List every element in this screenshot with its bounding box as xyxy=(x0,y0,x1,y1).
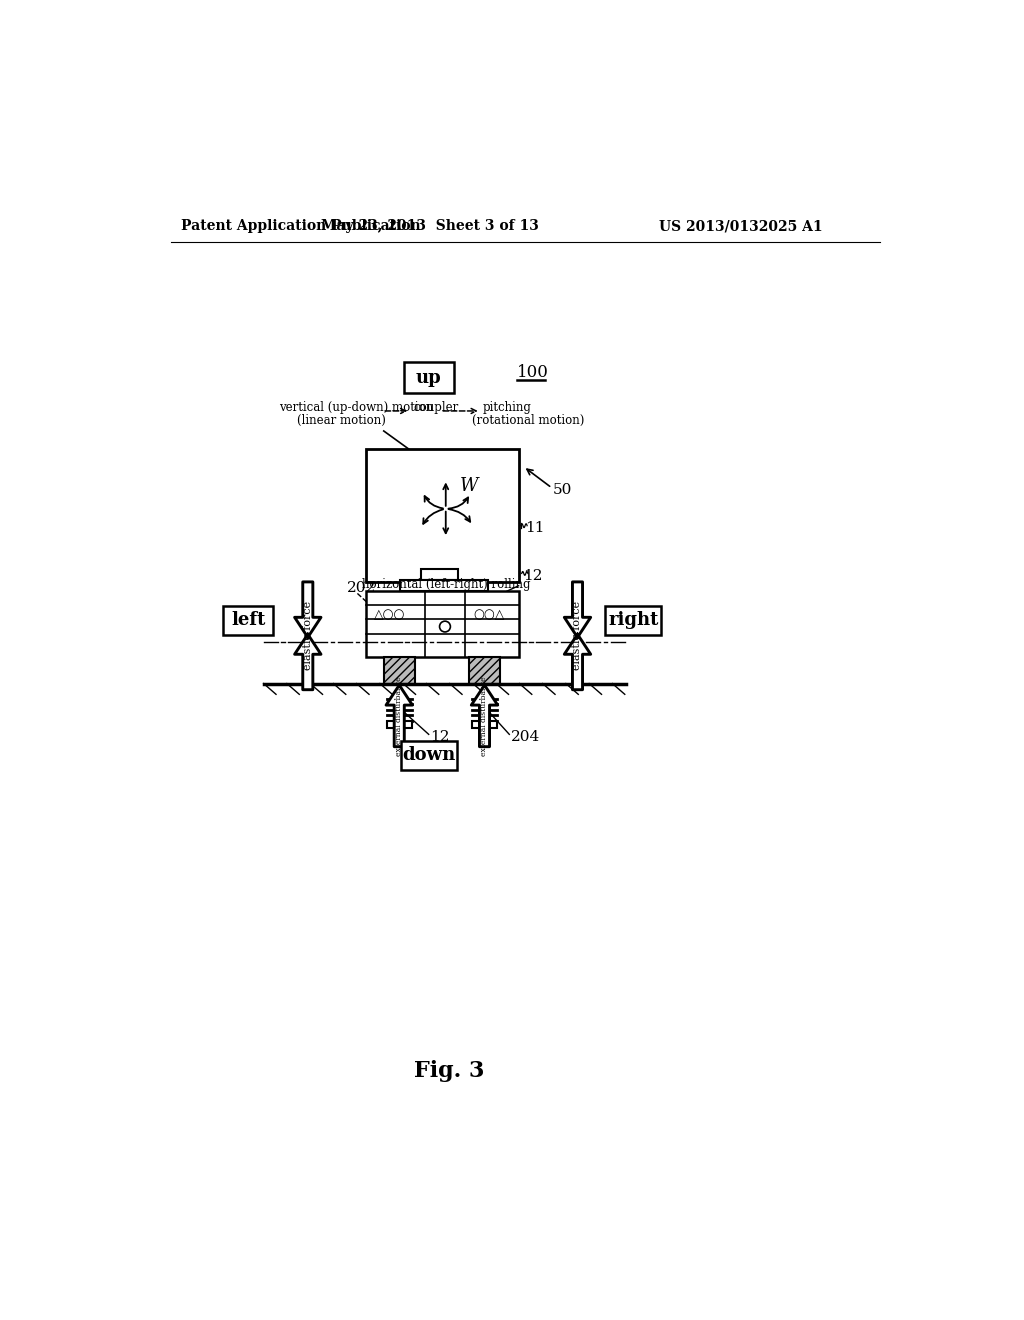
Text: elastic force: elastic force xyxy=(303,601,312,671)
Text: external disturbance: external disturbance xyxy=(480,676,488,755)
Text: ○○△: ○○△ xyxy=(473,607,504,620)
Text: pitching: pitching xyxy=(483,401,531,414)
Bar xyxy=(384,657,415,684)
Text: coupler: coupler xyxy=(414,401,459,414)
Text: elastic force: elastic force xyxy=(572,601,583,671)
FancyBboxPatch shape xyxy=(605,606,662,635)
Text: 100: 100 xyxy=(517,364,549,381)
Bar xyxy=(421,569,458,581)
FancyBboxPatch shape xyxy=(400,741,457,770)
Bar xyxy=(472,721,497,729)
Text: external disturbance: external disturbance xyxy=(395,676,403,755)
Text: Fig. 3: Fig. 3 xyxy=(415,1060,484,1082)
Text: up: up xyxy=(416,368,441,387)
Text: US 2013/0132025 A1: US 2013/0132025 A1 xyxy=(658,219,822,234)
Text: △○○: △○○ xyxy=(375,607,406,620)
FancyBboxPatch shape xyxy=(223,606,273,635)
Polygon shape xyxy=(471,685,498,747)
Bar xyxy=(366,591,518,657)
Text: (linear motion): (linear motion) xyxy=(297,413,386,426)
Bar xyxy=(366,449,518,582)
Text: 204: 204 xyxy=(511,730,540,744)
Text: 12: 12 xyxy=(430,730,450,744)
Text: down: down xyxy=(402,746,456,764)
Text: W: W xyxy=(460,477,478,495)
Text: (rotational motion): (rotational motion) xyxy=(472,413,585,426)
Text: 12: 12 xyxy=(523,569,543,582)
Text: 202: 202 xyxy=(346,581,376,595)
Text: 50: 50 xyxy=(553,483,572,496)
Text: May 23, 2013  Sheet 3 of 13: May 23, 2013 Sheet 3 of 13 xyxy=(322,219,540,234)
Text: left: left xyxy=(231,611,265,630)
Polygon shape xyxy=(564,635,591,689)
Bar xyxy=(469,657,500,684)
Polygon shape xyxy=(295,582,321,638)
Polygon shape xyxy=(386,685,413,747)
Bar xyxy=(400,581,487,591)
Bar xyxy=(387,721,412,729)
Text: Patent Application Publication: Patent Application Publication xyxy=(180,219,420,234)
Text: 11: 11 xyxy=(524,521,545,535)
Polygon shape xyxy=(564,582,591,638)
FancyBboxPatch shape xyxy=(403,363,454,393)
Text: right: right xyxy=(608,611,658,630)
Text: horizontal (left-right) rolling: horizontal (left-right) rolling xyxy=(361,578,530,591)
Polygon shape xyxy=(295,635,321,689)
Text: vertical (up-down) motion: vertical (up-down) motion xyxy=(280,401,433,414)
